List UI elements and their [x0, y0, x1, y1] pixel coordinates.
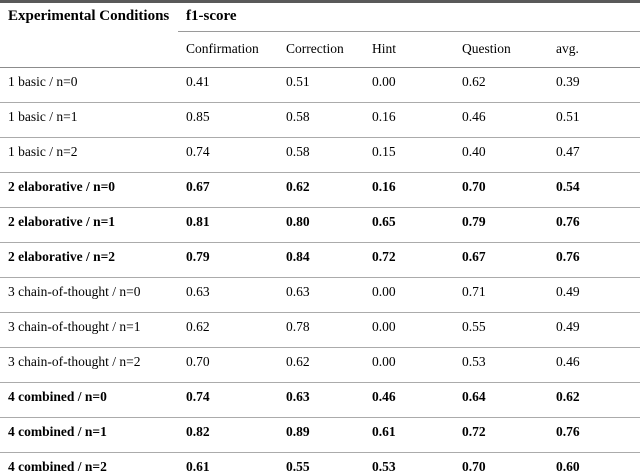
cell-value: 0.63 — [178, 277, 278, 313]
row-label: 3 chain-of-thought / n=2 — [0, 347, 178, 383]
table-row: 2 elaborative / n=0 0.67 0.62 0.16 0.70 … — [0, 172, 640, 208]
empty-header-cell — [0, 31, 178, 68]
cell-value: 0.40 — [454, 137, 548, 173]
cell-value: 0.85 — [178, 102, 278, 138]
table-row: 1 basic / n=1 0.85 0.58 0.16 0.46 0.51 — [0, 102, 640, 138]
cell-value: 0.58 — [278, 137, 364, 173]
cell-value: 0.82 — [178, 417, 278, 453]
corner-header: Experimental Conditions — [8, 8, 170, 24]
row-label: 1 basic / n=2 — [0, 137, 178, 173]
cell-value: 0.46 — [548, 347, 640, 383]
table-row: 4 combined / n=2 0.61 0.55 0.53 0.70 0.6… — [0, 453, 640, 472]
cell-value: 0.49 — [548, 312, 640, 348]
cell-value: 0.72 — [364, 242, 454, 278]
cell-value: 0.41 — [178, 67, 278, 103]
cell-value: 0.51 — [278, 67, 364, 103]
cell-value: 0.74 — [178, 137, 278, 173]
cell-value: 0.46 — [364, 382, 454, 418]
row-label: 3 chain-of-thought / n=0 — [0, 277, 178, 313]
cell-value: 0.00 — [364, 67, 454, 103]
column-header-correction: Correction — [278, 31, 364, 68]
cell-value: 0.46 — [454, 102, 548, 138]
cell-value: 0.80 — [278, 207, 364, 243]
cell-value: 0.62 — [454, 67, 548, 103]
table-row: 4 combined / n=1 0.82 0.89 0.61 0.72 0.7… — [0, 417, 640, 453]
table-row: 1 basic / n=0 0.41 0.51 0.00 0.62 0.39 — [0, 67, 640, 103]
row-label: 4 combined / n=2 — [8, 459, 107, 472]
cell-value: 0.15 — [364, 137, 454, 173]
cell-value: 0.64 — [454, 382, 548, 418]
column-header-hint: Hint — [364, 31, 454, 68]
row-label: 4 combined / n=1 — [0, 417, 178, 453]
cell-value: 0.16 — [364, 102, 454, 138]
cell-value: 0.16 — [364, 172, 454, 208]
cell-value: 0.65 — [364, 207, 454, 243]
cell-value: 0.00 — [364, 347, 454, 383]
cell-value: 0.55 — [454, 312, 548, 348]
cell-value: 0.70 — [462, 459, 486, 472]
column-header-confirmation: Confirmation — [178, 31, 278, 68]
cell-value: 0.00 — [364, 277, 454, 313]
cell-value: 0.60 — [556, 459, 580, 472]
cell-value: 0.76 — [548, 417, 640, 453]
header-row-columns: Confirmation Correction Hint Question av… — [0, 31, 640, 68]
cell-value: 0.89 — [278, 417, 364, 453]
cell-value: 0.70 — [454, 172, 548, 208]
cell-value: 0.61 — [364, 417, 454, 453]
row-label: 3 chain-of-thought / n=1 — [0, 312, 178, 348]
table-row: 1 basic / n=2 0.74 0.58 0.15 0.40 0.47 — [0, 137, 640, 173]
cell-value: 0.62 — [548, 382, 640, 418]
row-label: 1 basic / n=1 — [0, 102, 178, 138]
table-row: 4 combined / n=0 0.74 0.63 0.46 0.64 0.6… — [0, 382, 640, 418]
cell-value: 0.62 — [278, 347, 364, 383]
cell-value: 0.79 — [178, 242, 278, 278]
cell-value: 0.62 — [178, 312, 278, 348]
row-label: 2 elaborative / n=2 — [0, 242, 178, 278]
table-row: 2 elaborative / n=2 0.79 0.84 0.72 0.67 … — [0, 242, 640, 278]
row-label: 2 elaborative / n=0 — [0, 172, 178, 208]
cell-value: 0.70 — [178, 347, 278, 383]
cell-value: 0.54 — [548, 172, 640, 208]
cell-value: 0.72 — [454, 417, 548, 453]
header-row-group: Experimental Conditions f1-score — [0, 1, 640, 32]
cell-value: 0.67 — [454, 242, 548, 278]
cell-value: 0.47 — [548, 137, 640, 173]
cell-value: 0.53 — [454, 347, 548, 383]
row-label: 2 elaborative / n=1 — [0, 207, 178, 243]
row-label: 4 combined / n=0 — [0, 382, 178, 418]
cell-value: 0.84 — [278, 242, 364, 278]
table-row: 3 chain-of-thought / n=2 0.70 0.62 0.00 … — [0, 347, 640, 383]
cell-value: 0.62 — [278, 172, 364, 208]
cell-value: 0.76 — [548, 207, 640, 243]
cell-value: 0.49 — [548, 277, 640, 313]
table-row: 3 chain-of-thought / n=1 0.62 0.78 0.00 … — [0, 312, 640, 348]
cell-value: 0.39 — [548, 67, 640, 103]
cell-value: 0.63 — [278, 382, 364, 418]
cell-value: 0.79 — [454, 207, 548, 243]
column-header-avg: avg. — [548, 31, 640, 68]
cell-value: 0.71 — [454, 277, 548, 313]
cell-value: 0.81 — [178, 207, 278, 243]
table-row: 2 elaborative / n=1 0.81 0.80 0.65 0.79 … — [0, 207, 640, 243]
cell-value: 0.53 — [372, 459, 396, 472]
group-header-f1-score: f1-score — [178, 1, 640, 32]
cell-value: 0.74 — [178, 382, 278, 418]
cell-value: 0.58 — [278, 102, 364, 138]
column-header-question: Question — [454, 31, 548, 68]
cell-value: 0.63 — [278, 277, 364, 313]
row-label: 1 basic / n=0 — [0, 67, 178, 103]
cell-value: 0.51 — [548, 102, 640, 138]
cell-value: 0.00 — [364, 312, 454, 348]
cell-value: 0.76 — [548, 242, 640, 278]
table-row: 3 chain-of-thought / n=0 0.63 0.63 0.00 … — [0, 277, 640, 313]
cell-value: 0.67 — [178, 172, 278, 208]
cell-value: 0.78 — [278, 312, 364, 348]
cell-value: 0.61 — [186, 459, 210, 472]
cell-value: 0.55 — [286, 459, 310, 472]
